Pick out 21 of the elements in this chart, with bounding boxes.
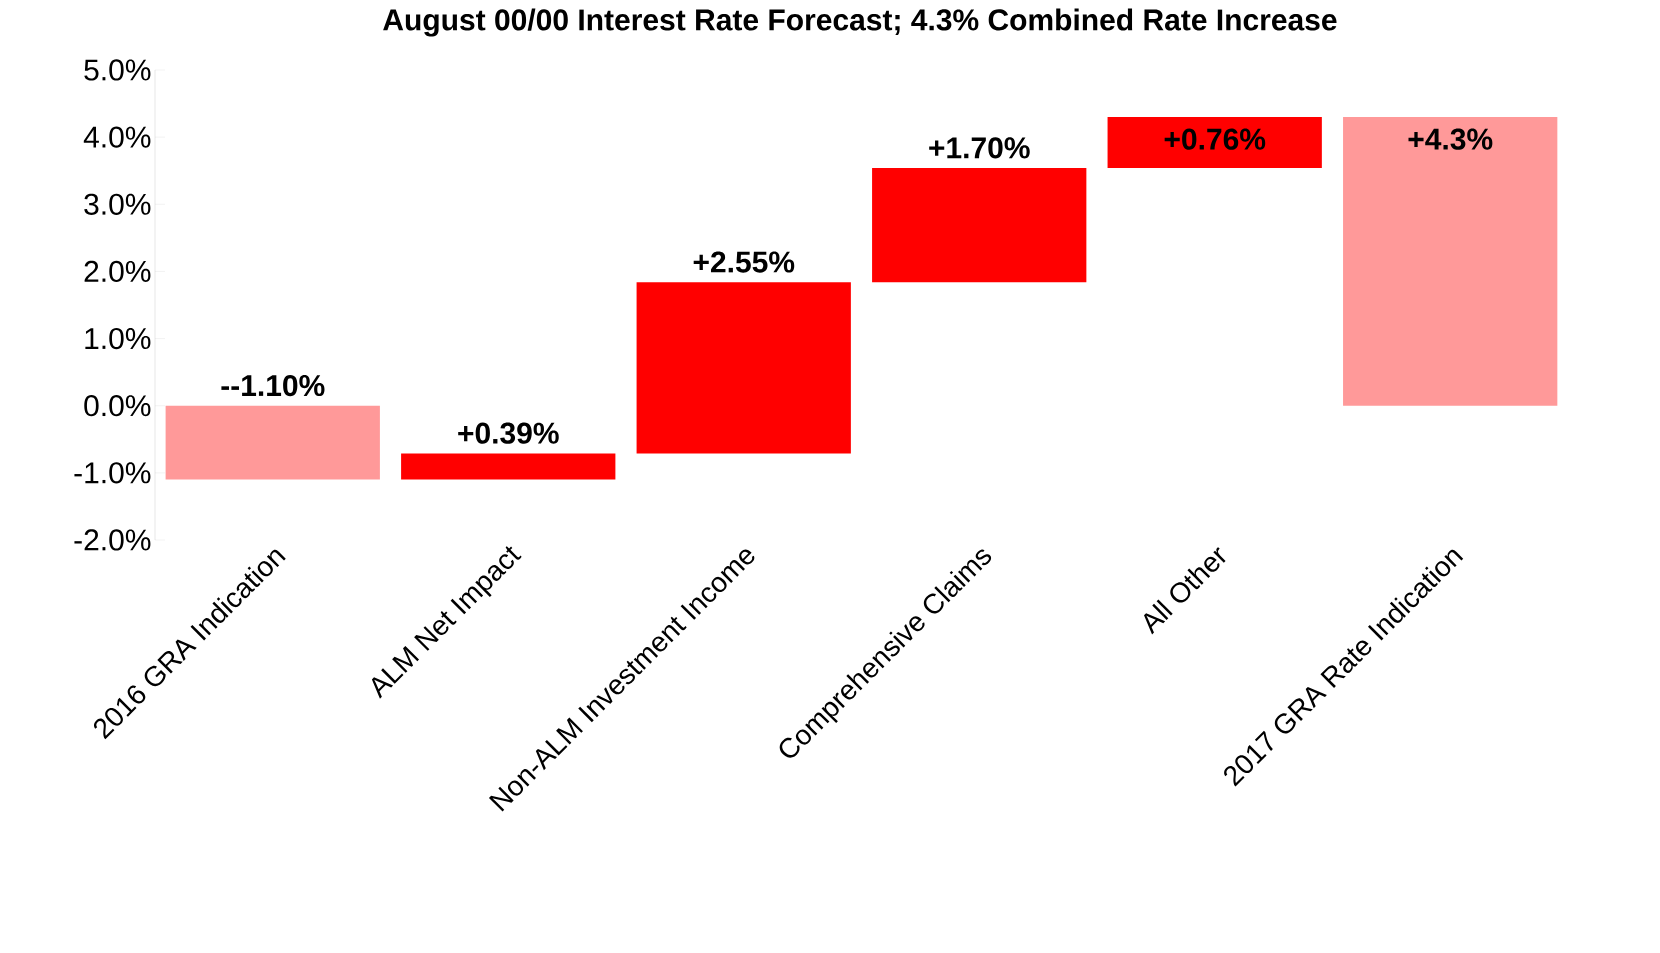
data-label: --1.10% bbox=[221, 374, 325, 397]
data-label: +4.3% bbox=[1408, 128, 1493, 150]
y-tick-label: -1.0% bbox=[74, 462, 151, 484]
data-label: +0.76% bbox=[1164, 128, 1266, 150]
data-label: +2.55% bbox=[693, 251, 795, 273]
bar bbox=[1107, 117, 1322, 169]
y-tick-label: 5.0% bbox=[84, 59, 151, 81]
data-label: +1.70% bbox=[929, 137, 1030, 159]
bar bbox=[872, 168, 1087, 283]
bar bbox=[1343, 117, 1558, 406]
y-tick-label: 1.0% bbox=[85, 327, 151, 350]
y-tick-label: 2.0% bbox=[84, 260, 151, 283]
y-tick-label: 0.0% bbox=[84, 395, 151, 417]
y-tick-label: 3.0% bbox=[84, 193, 151, 215]
bar bbox=[636, 282, 851, 454]
chart-title: August 00/00 Interest Rate Forecast; 4.3% Combined Rate Increase bbox=[383, 8, 1337, 37]
y-tick-label: 4.0% bbox=[83, 126, 151, 148]
data-label: +0.39% bbox=[458, 422, 559, 444]
bar bbox=[165, 405, 380, 480]
y-tick-label: -2.0% bbox=[74, 529, 151, 551]
bar bbox=[401, 453, 616, 480]
